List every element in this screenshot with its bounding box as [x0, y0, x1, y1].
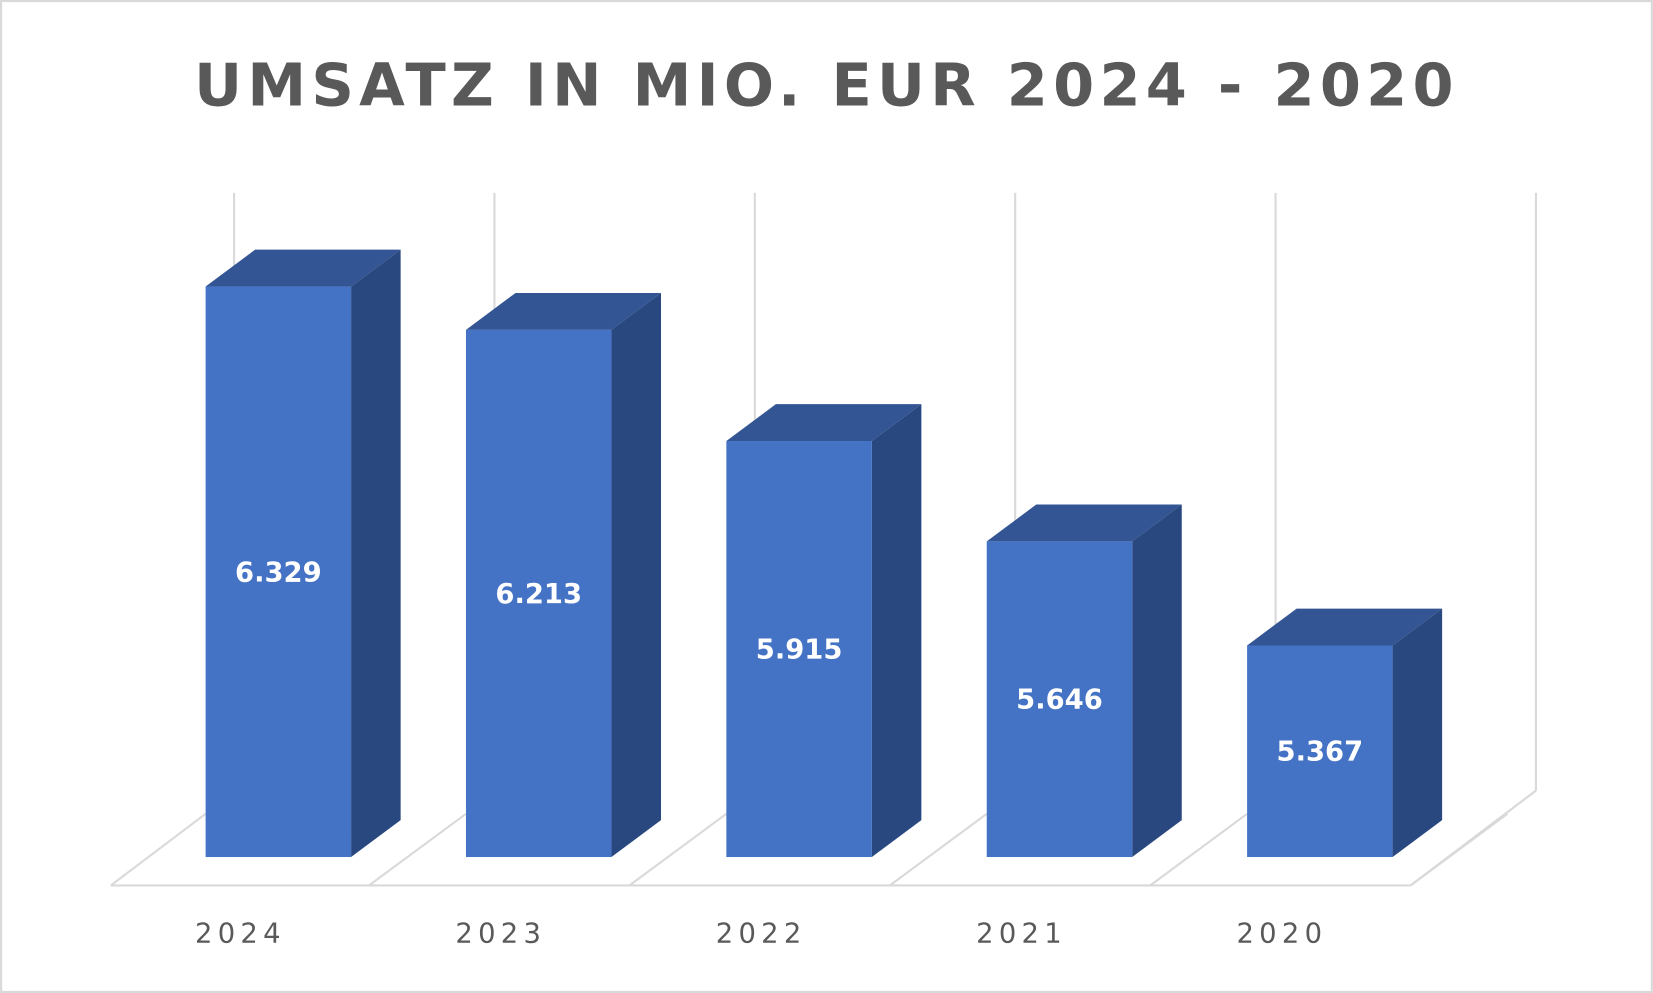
data-label: 6.213: [495, 579, 582, 610]
bar-front: [465, 329, 612, 858]
floor-diagonal: [110, 812, 207, 887]
data-label: 5.646: [1016, 685, 1103, 716]
bar-front: [986, 541, 1133, 858]
bar-front: [726, 441, 872, 858]
bar-2020: 5.367: [1247, 608, 1443, 858]
bar-2022: 5.915: [726, 404, 922, 858]
x-tick-label: 2023: [455, 918, 546, 949]
bar-top: [205, 249, 401, 287]
bar-2024: 6.329: [205, 249, 401, 858]
x-tick-label: 2020: [1236, 918, 1327, 949]
bar-2021: 5.646: [986, 504, 1182, 858]
bar-side: [351, 249, 401, 858]
bar-side: [1392, 608, 1443, 858]
floor-diagonal: [889, 812, 988, 887]
bar-top: [1247, 608, 1443, 646]
data-label: 5.367: [1277, 737, 1364, 768]
bar-front: [1247, 645, 1393, 858]
floor-edge: [1409, 789, 1537, 887]
x-axis-ticks: 2024 2023 2022 2021 2020: [195, 918, 1327, 949]
bar-top: [726, 404, 922, 442]
x-tick-label: 2024: [195, 918, 286, 949]
floor-diagonal: [628, 812, 727, 887]
floor-diagonal: [368, 812, 467, 887]
bar-top: [986, 504, 1182, 542]
bar-front: [205, 286, 352, 858]
x-tick-label: 2021: [976, 918, 1067, 949]
bar-top: [465, 292, 661, 330]
chart-title: UMSATZ IN MIO. EUR 2024 - 2020: [194, 50, 1459, 119]
x-tick-label: 2022: [716, 918, 807, 949]
bar-side: [611, 292, 661, 858]
bar-side: [1132, 504, 1182, 858]
bars: 6.329 6.213 5.915 5.646 5.367: [205, 249, 1443, 858]
data-label: 5.915: [756, 635, 843, 666]
bar-side: [871, 404, 922, 858]
floor-diagonal: [1149, 812, 1248, 887]
data-label: 6.329: [235, 557, 322, 588]
bar-2023: 6.213: [465, 292, 661, 858]
